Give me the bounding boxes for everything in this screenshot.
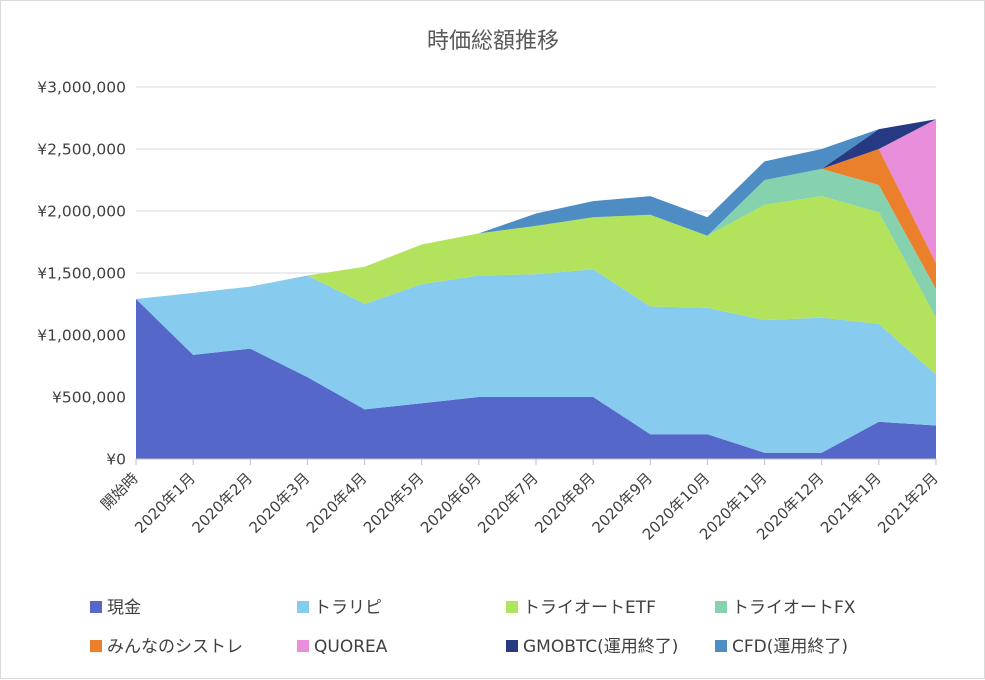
area-series bbox=[136, 299, 936, 459]
x-tick-label: 2021年2月 bbox=[874, 469, 942, 537]
legend-swatch bbox=[506, 640, 518, 652]
legend-swatch bbox=[90, 640, 102, 652]
area-series bbox=[136, 269, 936, 453]
x-tick-label: 2020年3月 bbox=[246, 469, 314, 537]
area-series-fx bbox=[136, 168, 936, 318]
legend-label: 現金 bbox=[107, 598, 141, 618]
y-tick-label: ¥2,000,000 bbox=[37, 203, 126, 221]
legend-label: トラリピ bbox=[314, 598, 382, 618]
x-tick-label: 2020年7月 bbox=[474, 469, 542, 537]
chart-title: 時価総額推移 bbox=[427, 29, 559, 54]
legend-swatch bbox=[297, 640, 309, 652]
y-tick-label: ¥1,000,000 bbox=[37, 327, 126, 345]
legend-swatch bbox=[90, 601, 102, 613]
y-tick-label: ¥3,000,000 bbox=[37, 79, 126, 97]
y-tick-label: ¥500,000 bbox=[52, 389, 126, 407]
x-tick-label: 2020年5月 bbox=[360, 469, 428, 537]
x-tick-label: 2020年2月 bbox=[188, 469, 256, 537]
legend-label: みんなのシストレ bbox=[107, 637, 243, 657]
legend-label: トライオートFX bbox=[732, 598, 856, 618]
area-series bbox=[136, 149, 936, 300]
x-tick-label: 2020年8月 bbox=[531, 469, 599, 537]
area-series-etf bbox=[136, 196, 936, 375]
legend-swatch bbox=[715, 601, 727, 613]
plot-areas bbox=[136, 119, 936, 459]
y-tick-label: ¥1,500,000 bbox=[37, 265, 126, 283]
legend: 現金 トラリピ トライオートETF トライオートFX みんなのシストレ QUOREA GMO… bbox=[90, 598, 856, 657]
legend-label: GMOBTC(運用終了) bbox=[523, 637, 678, 657]
y-tick-label: ¥2,500,000 bbox=[37, 141, 126, 159]
legend-swatch bbox=[715, 640, 727, 652]
x-tick-label: 2020年6月 bbox=[417, 469, 485, 537]
x-tick-label: 開始時 bbox=[97, 469, 142, 514]
legend-label: トライオートETF bbox=[523, 598, 656, 618]
x-tick-label: 2020年1月 bbox=[131, 469, 199, 537]
x-tick-label: 2020年4月 bbox=[303, 469, 371, 537]
legend-label: CFD(運用終了) bbox=[732, 637, 848, 657]
y-tick-label: ¥0 bbox=[106, 451, 126, 469]
area-series-cfd bbox=[136, 119, 936, 300]
x-tick-label: 2021年1月 bbox=[817, 469, 885, 537]
legend-swatch bbox=[506, 601, 518, 613]
legend-label: QUOREA bbox=[314, 637, 388, 657]
legend-swatch bbox=[297, 601, 309, 613]
